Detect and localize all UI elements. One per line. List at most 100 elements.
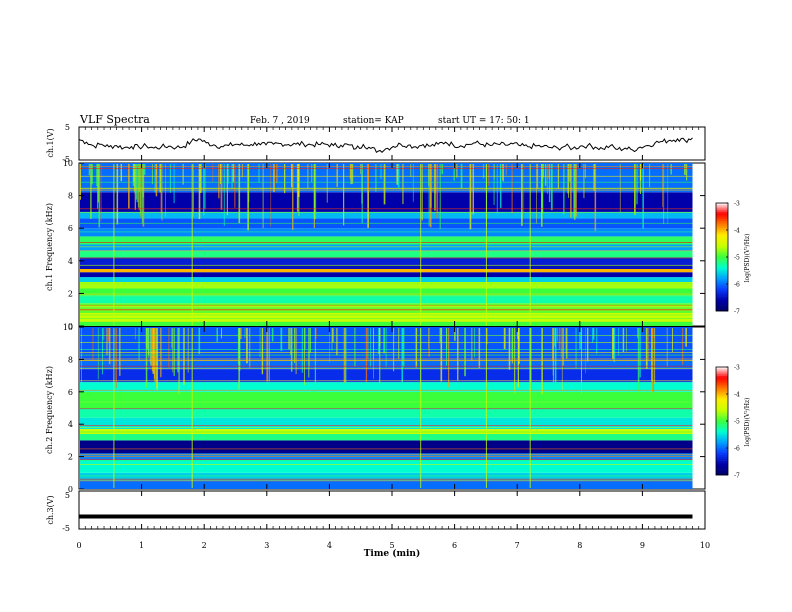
ch1-spectrogram-band (80, 192, 693, 212)
ch1-spectrogram-streak (134, 164, 136, 210)
ch2-spectrogram-sferic (420, 328, 422, 488)
ch1-spectrogram-streak (456, 164, 458, 178)
colorbar-ch1-step (716, 219, 728, 222)
ch2-spectrogram-line (80, 354, 693, 356)
colorbar-ch2-step (716, 394, 728, 397)
colorbar-ch2-step (716, 464, 728, 467)
ch1-spectrogram-streak (684, 164, 686, 175)
colorbar-ch1-step (716, 206, 728, 209)
ch2-spectrogram-streak (575, 328, 577, 369)
ch2-spectrogram-streak (471, 328, 473, 361)
ch2-spectrogram-streak (152, 328, 155, 374)
ch1-spectrogram-streak (568, 164, 569, 198)
ch1-spectrogram-streak (453, 164, 455, 181)
colorbar-ch2-step (716, 399, 728, 402)
colorbar-ch2-step (716, 469, 728, 472)
colorbar-ch1-step (716, 240, 728, 243)
ch1-spectrogram-streak (182, 164, 184, 185)
colorbar-ch1-step (716, 231, 728, 234)
ch2-spectrogram-streak (565, 328, 567, 354)
ch2-spectrogram-streak (171, 328, 173, 349)
ch2-spectrogram-band (80, 382, 693, 392)
ch1-spectrogram-streak (198, 164, 201, 219)
ch1-spectrogram-streak (441, 164, 444, 175)
colorbar-ch1-step (716, 282, 728, 285)
ch1-spectrogram-band (80, 321, 693, 326)
ch1-spectrogram-streak (91, 164, 93, 185)
ch1-spectrogram-line (80, 309, 693, 310)
colorbar-ch2-step (716, 435, 728, 438)
ch1-spectrogram-line (80, 304, 693, 306)
ch2-spectrogram-streak (304, 328, 306, 350)
ch2-spectrogram-streak (401, 328, 403, 384)
ch2-spectrogram-streak (309, 328, 311, 353)
colorbar-ch2-step (716, 444, 728, 447)
ch1-spectrogram-streak (276, 164, 278, 184)
ch1-spectrogram-streak (349, 164, 351, 179)
ch1-spectrogram-streak (360, 164, 362, 175)
ch1-spectrogram-streak (169, 164, 171, 193)
ch1-spectrogram-streak (141, 164, 143, 224)
ch2-spectrogram-streak (383, 328, 385, 354)
ch1-spectrogram-streak (493, 164, 495, 205)
ch2-spectrogram-line (80, 367, 693, 369)
ch1-spectrogram-streak (593, 164, 595, 191)
time-axis-label: Time (min) (364, 548, 421, 559)
ch1-spectrogram-streak (292, 164, 294, 230)
colorbar-ch1-step (716, 251, 728, 254)
ch1-waveform-line (78, 137, 693, 154)
ch2-spectrogram-band (80, 440, 693, 454)
time-axis-ticks: 0 1 2 3 4 5 6 7 8 9 10 (76, 127, 710, 550)
ch2-spectrogram-streak (685, 328, 687, 347)
ch1-spectrogram-line (80, 231, 693, 233)
ch1-spectrogram-image (80, 163, 693, 326)
ch1-spectrogram-streak (640, 164, 641, 194)
colorbar-ch2-step (716, 374, 728, 377)
ch2-spectrogram-streak (378, 328, 380, 354)
ch2-spectrogram-streak (511, 328, 514, 360)
ch1-spectrogram-line (80, 295, 693, 297)
ch1-spectrogram-streak (585, 164, 586, 178)
colorbar-ch1-step (716, 264, 728, 267)
ch1-waveform-ylabel: ch.1(V) (46, 128, 55, 157)
ch1-spectrogram-line (80, 212, 693, 213)
ch2-spectrogram-line (80, 458, 693, 460)
ch2-spectrogram-streak (454, 328, 456, 341)
ch1-spectrogram-streak (258, 164, 260, 183)
colorbar-ch1-step (716, 302, 728, 305)
ch1-spectrogram-streak (636, 164, 638, 205)
colorbar-ch2-step (716, 379, 728, 382)
ch2-spectrogram-streak (198, 328, 201, 354)
ch2-spectrogram-streak (295, 328, 297, 375)
ch2-spectrogram-streak (618, 328, 619, 356)
ch2-spectrogram-line (80, 475, 693, 477)
ch1-spectrogram-streak (156, 164, 157, 175)
colorbar-ch2-tick: -6 (734, 446, 740, 453)
ch2-spectrogram-streak (331, 328, 333, 351)
ch2-spectrogram-streak (666, 328, 668, 367)
colorbar-ch2-step (716, 426, 728, 429)
colorbar-ch1-step (716, 266, 728, 269)
colorbar-ch1-step (716, 253, 728, 256)
ch1-spectrogram-ylabel: ch.1 Frequency (kHz) (45, 203, 54, 291)
ch1-spectrogram-line (80, 265, 693, 266)
time-axis-tick-label: 1 (139, 541, 144, 550)
colorbar-ch2-step (716, 385, 728, 388)
colorbar-ch1-step (716, 305, 728, 308)
ch1-spectrogram-streak (396, 164, 399, 185)
colorbar-ch2-step (716, 377, 728, 380)
ch2-spectrogram-streak (682, 328, 684, 365)
ch2-spectrogram-line (80, 349, 693, 350)
figure-title: VLF Spectra (79, 113, 150, 126)
ch2-spectrogram-streak (508, 328, 511, 370)
ch1-spectrogram-streak (199, 164, 202, 193)
ch2-spectrogram-ytick: 6 (68, 388, 73, 397)
colorbar-ch1-step (716, 203, 728, 206)
ch1-spectrogram-streak (662, 164, 663, 208)
ch1-spectrogram-band (80, 282, 693, 289)
ch1-spectrogram-streak (521, 164, 523, 226)
ch1-spectrogram-streak (116, 164, 119, 225)
colorbar-ch2-step (716, 453, 728, 456)
colorbar-ch2-step (716, 412, 728, 415)
ch2-spectrogram-sferic (191, 328, 193, 488)
